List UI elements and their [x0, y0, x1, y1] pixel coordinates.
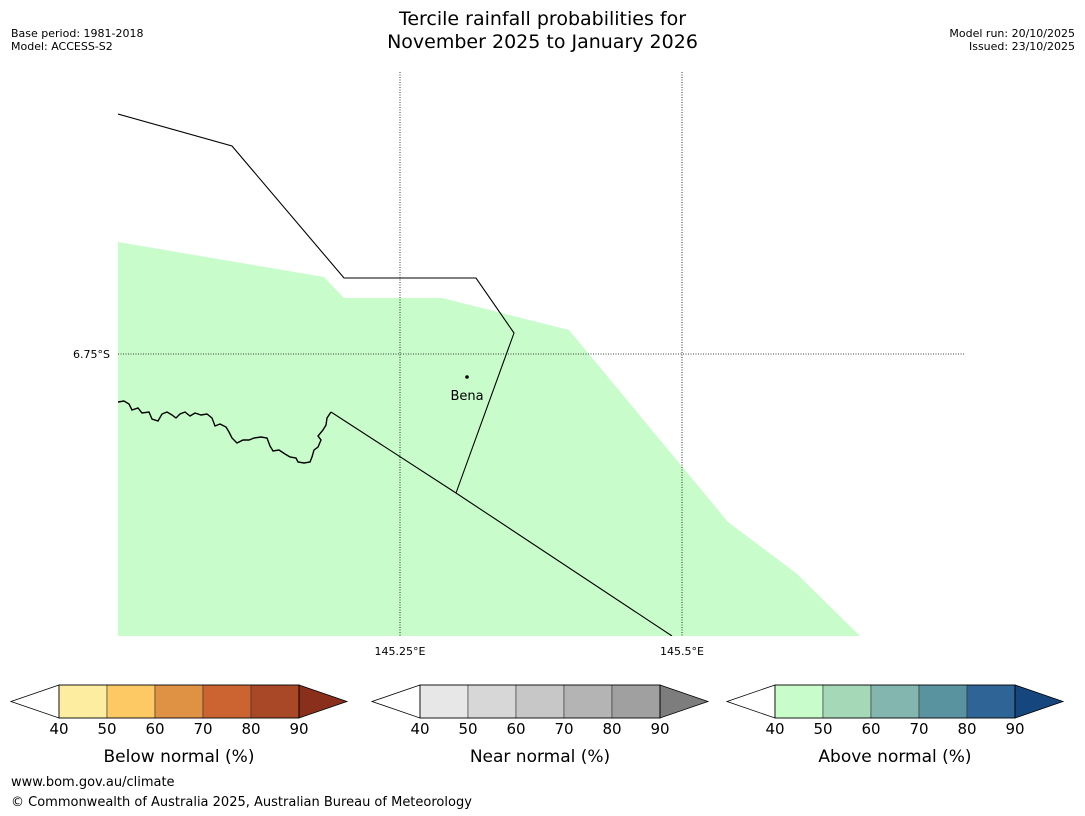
below-normal-color-box-4	[202, 684, 252, 719]
legend-strip: 40 50 60 70 80 90 Below normal (%) 40 50 60 70 80 90…	[9, 684, 1065, 767]
near-normal-tick-50: 50	[458, 720, 477, 738]
above-normal-tick-50: 50	[813, 720, 832, 738]
below-normal-color-box-1	[58, 684, 108, 719]
model-name: Model: ACCESS-S2	[11, 40, 113, 53]
footer-copyright: © Commonwealth of Australia 2025, Austra…	[11, 795, 472, 810]
probability-shading	[118, 242, 860, 636]
town-marker	[465, 375, 469, 379]
above-normal-tick-90: 90	[1005, 720, 1024, 738]
province-border	[118, 113, 515, 494]
near-normal-color-box-3	[515, 684, 565, 719]
below-normal-tick-40: 40	[49, 720, 68, 738]
province-border-south	[330, 411, 673, 636]
near-normal-color-box-1	[419, 684, 469, 719]
near-normal-outline	[419, 684, 661, 719]
above-normal-tick-60: 60	[861, 720, 880, 738]
near-normal-color-box-4	[563, 684, 613, 719]
above-normal-tick-80: 80	[957, 720, 976, 738]
map-svg: Bena 6.75°S 145.25°E 145.5°E	[73, 72, 964, 658]
below-normal-tick-70: 70	[193, 720, 212, 738]
below-normal-color-box-5	[250, 684, 300, 719]
map-area	[118, 72, 860, 636]
above-normal-lower-extend	[725, 684, 776, 719]
below-normal-color-box-3	[154, 684, 204, 719]
lat-label: 6.75°S	[73, 348, 110, 361]
below-normal-tick-80: 80	[241, 720, 260, 738]
near-normal-tick-60: 60	[506, 720, 525, 738]
above-normal-color-box-3	[870, 684, 920, 719]
near-normal-color-box-5	[611, 684, 661, 719]
above-normal-color-box-2	[822, 684, 872, 719]
model-run: Model run: 20/10/2025	[949, 27, 1075, 40]
near-normal-tick-90: 90	[650, 720, 669, 738]
below-normal-tick-50: 50	[97, 720, 116, 738]
issued-date: Issued: 23/10/2025	[968, 40, 1075, 53]
base-period: Base period: 1981-2018	[11, 27, 144, 40]
above-normal-upper-extend	[1014, 684, 1065, 719]
above-normal-color-box-1	[774, 684, 824, 719]
near-normal-tick-80: 80	[602, 720, 621, 738]
below-normal-outline	[58, 684, 300, 719]
above-normal-color-box-4	[918, 684, 968, 719]
below-normal-tick-90: 90	[289, 720, 308, 738]
below-normal-tick-60: 60	[145, 720, 164, 738]
below-normal-color-box-2	[106, 684, 156, 719]
below-normal-upper-extend	[298, 684, 349, 719]
title-line-1: Tercile rainfall probabilities for	[398, 8, 687, 30]
footer-url: www.bom.gov.au/climate	[11, 775, 175, 790]
lon-label-145-25: 145.25°E	[375, 645, 426, 658]
town-label: Bena	[450, 389, 483, 404]
lon-label-145-5: 145.5°E	[660, 645, 704, 658]
chart-title: Tercile rainfall probabilities for Novem…	[0, 8, 1085, 54]
near-normal-color-box-2	[467, 684, 517, 719]
near-normal-label: Near normal (%)	[470, 747, 610, 767]
near-normal-tick-40: 40	[410, 720, 429, 738]
above-normal-tick-70: 70	[909, 720, 928, 738]
above-normal-tick-40: 40	[765, 720, 784, 738]
above-normal-outline	[774, 684, 1016, 719]
above-normal-label: Above normal (%)	[818, 747, 971, 767]
below-normal-label: Below normal (%)	[104, 747, 255, 767]
metadata-left: Base period: 1981-2018 Model: ACCESS-S2	[11, 27, 143, 53]
above-normal-color-box-5	[966, 684, 1016, 719]
near-normal-upper-extend	[659, 684, 710, 719]
title-line-2: November 2025 to January 2026	[387, 31, 698, 53]
near-normal-lower-extend	[370, 684, 421, 719]
river-coastline	[118, 400, 332, 464]
below-normal-lower-extend	[9, 684, 60, 719]
metadata-right: Model run: 20/10/2025 Issued: 23/10/2025	[949, 27, 1075, 53]
near-normal-tick-70: 70	[554, 720, 573, 738]
